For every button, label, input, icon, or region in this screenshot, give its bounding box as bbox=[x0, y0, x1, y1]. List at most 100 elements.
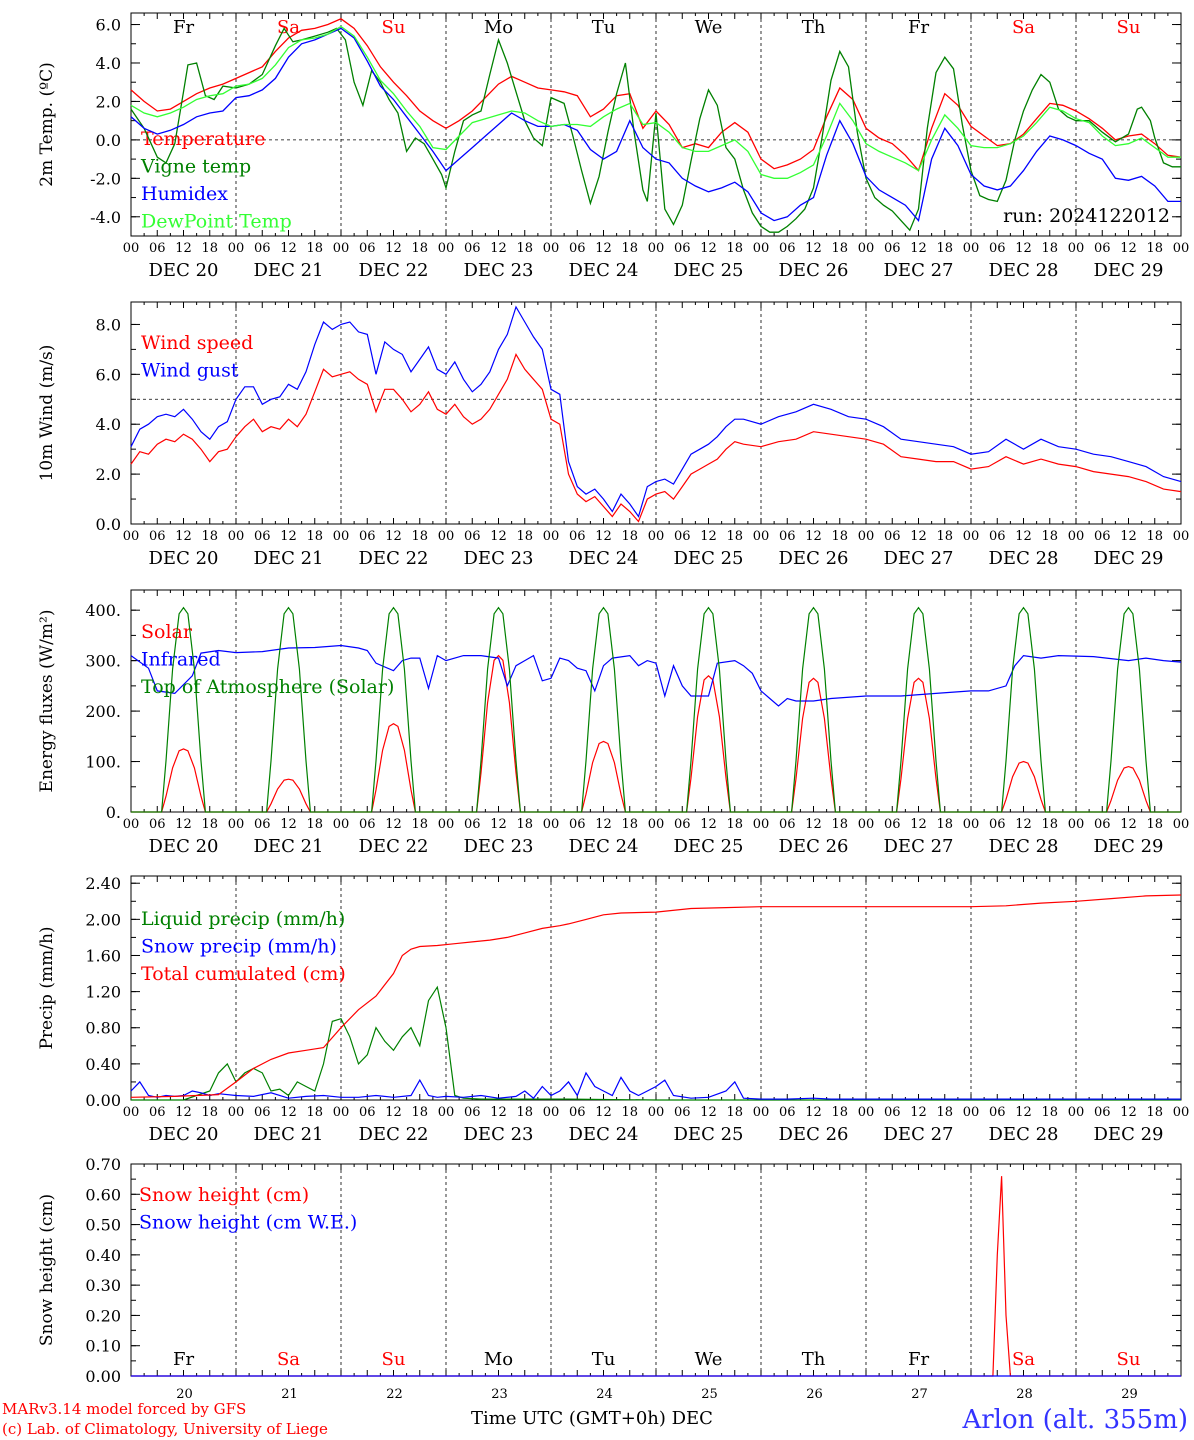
hour-tick-label: 00 bbox=[1068, 1105, 1085, 1120]
day-number-label: 24 bbox=[596, 1387, 613, 1402]
hour-tick-label: 06 bbox=[569, 817, 586, 832]
hour-tick-label: 00 bbox=[123, 529, 140, 544]
hour-tick-label: 18 bbox=[1146, 817, 1163, 832]
date-label: DEC 27 bbox=[884, 260, 954, 281]
y-tick-label: 2.0 bbox=[96, 465, 121, 484]
hour-tick-label: 00 bbox=[1173, 529, 1190, 544]
hour-tick-label: 06 bbox=[359, 241, 376, 256]
y-tick-label: 300. bbox=[85, 652, 121, 671]
hour-tick-label: 00 bbox=[333, 817, 350, 832]
hour-tick-label: 12 bbox=[1120, 817, 1137, 832]
y-tick-label: 0.40 bbox=[85, 1246, 121, 1265]
date-label: DEC 23 bbox=[464, 260, 534, 281]
legend-entry: Wind gust bbox=[141, 360, 239, 382]
hour-tick-label: 18 bbox=[831, 1105, 848, 1120]
hour-tick-label: 18 bbox=[726, 817, 743, 832]
hour-tick-label: 00 bbox=[753, 529, 770, 544]
date-label: DEC 24 bbox=[569, 1124, 639, 1145]
hour-tick-label: 00 bbox=[333, 241, 350, 256]
y-tick-label: 200. bbox=[85, 702, 121, 721]
hour-tick-label: 00 bbox=[648, 241, 665, 256]
hour-tick-label: 12 bbox=[280, 241, 297, 256]
y-tick-label: 0.00 bbox=[85, 1091, 121, 1110]
footer: MARv3.14 model forced by GFS (c) Lab. of … bbox=[2, 1400, 1188, 1438]
hour-tick-label: 12 bbox=[1015, 529, 1032, 544]
y-tick-label: 0.50 bbox=[85, 1216, 121, 1235]
weekday-label: Fr bbox=[908, 1349, 929, 1370]
hour-tick-label: 18 bbox=[201, 817, 218, 832]
date-label: DEC 24 bbox=[569, 260, 639, 281]
hour-tick-label: 06 bbox=[149, 1105, 166, 1120]
legend-entry: Vigne temp bbox=[140, 156, 251, 178]
weekday-label: Fr bbox=[908, 17, 929, 38]
hour-tick-label: 06 bbox=[674, 817, 691, 832]
y-tick-label: 1.60 bbox=[85, 946, 121, 965]
date-label: DEC 28 bbox=[989, 836, 1059, 857]
hour-tick-label: 00 bbox=[228, 817, 245, 832]
hour-tick-label: 00 bbox=[543, 817, 560, 832]
panel-3: 0. 100. 200. 300. 400. Energy fluxes (W/m²) 00… bbox=[37, 589, 1189, 857]
hour-tick-label: 12 bbox=[1015, 817, 1032, 832]
hour-tick-label: 00 bbox=[858, 1105, 875, 1120]
legend-entry: Liquid precip (mm/h) bbox=[141, 908, 345, 930]
date-label: DEC 26 bbox=[779, 260, 849, 281]
hour-tick-label: 06 bbox=[359, 817, 376, 832]
hour-tick-label: 00 bbox=[438, 1105, 455, 1120]
hour-tick-label: 18 bbox=[831, 529, 848, 544]
hour-tick-label: 06 bbox=[1094, 241, 1111, 256]
hour-tick-label: 12 bbox=[175, 817, 192, 832]
date-label: DEC 22 bbox=[359, 836, 429, 857]
date-label: DEC 20 bbox=[149, 1124, 219, 1145]
date-label: DEC 25 bbox=[674, 548, 744, 569]
hour-tick-label: 12 bbox=[1015, 241, 1032, 256]
hour-tick-label: 18 bbox=[1146, 529, 1163, 544]
x-axis-title: Time UTC (GMT+0h) DEC bbox=[471, 1408, 713, 1429]
y-tick-label: 0.00 bbox=[85, 1367, 121, 1386]
series-line bbox=[130, 894, 1182, 1098]
weekday-label: Su bbox=[382, 17, 406, 38]
hour-tick-label: 06 bbox=[464, 1105, 481, 1120]
date-label: DEC 26 bbox=[779, 548, 849, 569]
hour-tick-label: 18 bbox=[936, 529, 953, 544]
legend-entry: Snow precip (mm/h) bbox=[141, 936, 337, 958]
y-tick-label: -4.0 bbox=[90, 208, 121, 227]
date-label: DEC 24 bbox=[569, 836, 639, 857]
hour-tick-label: 18 bbox=[1146, 1105, 1163, 1120]
hour-tick-label: 18 bbox=[1041, 1105, 1058, 1120]
panel-2: 0.0 2.0 4.0 6.0 8.0 10m Wind (m/s) 00 06 12 18 00 0… bbox=[37, 301, 1190, 569]
hour-tick-label: 06 bbox=[1094, 817, 1111, 832]
credit-line-2: (c) Lab. of Climatology, University of L… bbox=[2, 1420, 328, 1438]
hour-tick-label: 12 bbox=[700, 817, 717, 832]
date-label: DEC 25 bbox=[674, 836, 744, 857]
hour-tick-label: 00 bbox=[1173, 241, 1190, 256]
weekday-label: Sa bbox=[277, 1349, 300, 1370]
hour-tick-label: 12 bbox=[490, 817, 507, 832]
hour-tick-label: 06 bbox=[989, 529, 1006, 544]
hour-tick-label: 06 bbox=[149, 241, 166, 256]
hour-tick-label: 06 bbox=[884, 1105, 901, 1120]
hour-tick-label: 06 bbox=[359, 529, 376, 544]
hour-tick-label: 06 bbox=[674, 1105, 691, 1120]
hour-tick-label: 06 bbox=[149, 529, 166, 544]
y-tick-label: 2.0 bbox=[96, 92, 121, 111]
series-line bbox=[130, 352, 1182, 523]
run-annotation: run: 2024122012 bbox=[1003, 205, 1170, 227]
hour-tick-label: 18 bbox=[306, 241, 323, 256]
hour-tick-label: 12 bbox=[280, 1105, 297, 1120]
hour-tick-label: 18 bbox=[936, 241, 953, 256]
hour-tick-label: 06 bbox=[359, 1105, 376, 1120]
hour-tick-label: 18 bbox=[516, 1105, 533, 1120]
weekday-label: Su bbox=[382, 1349, 406, 1370]
date-label: DEC 26 bbox=[779, 836, 849, 857]
hour-tick-label: 00 bbox=[333, 1105, 350, 1120]
y-tick-label: 0.60 bbox=[85, 1185, 121, 1204]
day-number-label: 23 bbox=[491, 1387, 508, 1402]
panel-1: -4.0 -2.0 0.0 2.0 4.0 6.0 2m Temp. (ºC) Fr Sa Su M… bbox=[37, 12, 1190, 281]
y-tick-label: 0.40 bbox=[85, 1055, 121, 1074]
date-label: DEC 27 bbox=[884, 1124, 954, 1145]
hour-tick-label: 18 bbox=[621, 529, 638, 544]
legend-entry: Infrared bbox=[141, 649, 221, 671]
hour-tick-label: 06 bbox=[254, 817, 271, 832]
hour-tick-label: 18 bbox=[306, 817, 323, 832]
date-label: DEC 21 bbox=[254, 548, 324, 569]
